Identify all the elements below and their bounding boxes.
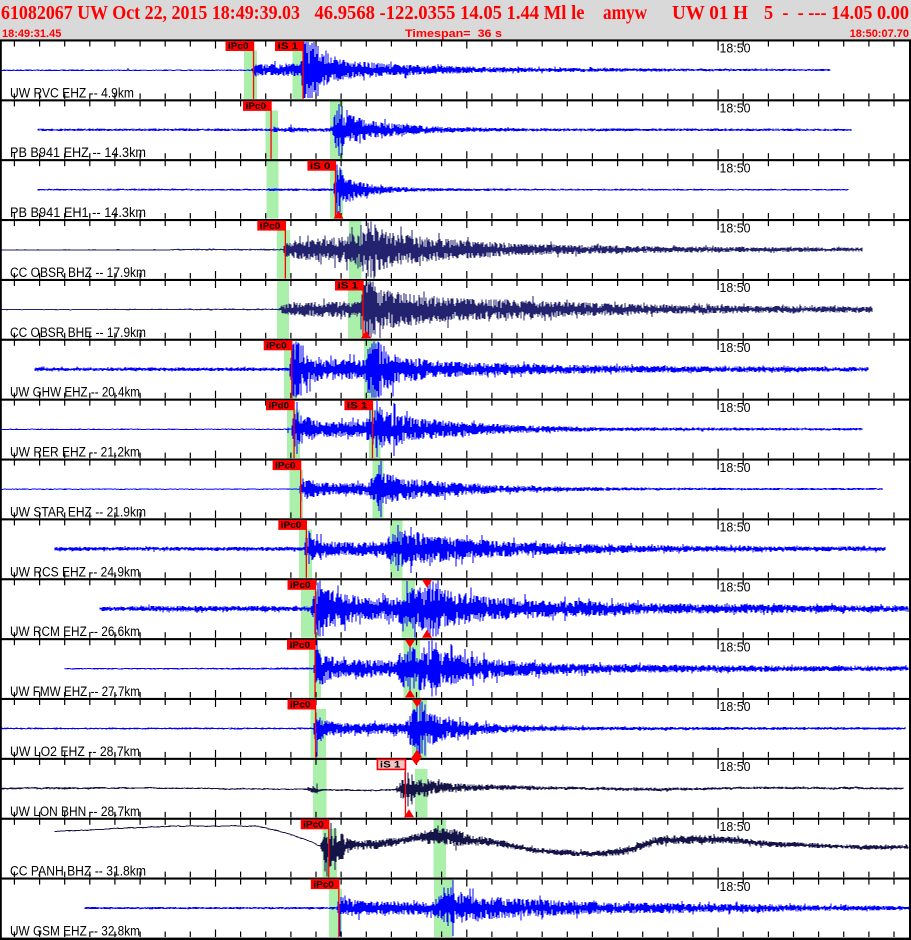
svg-text:Timespan= 36 s: Timespan= 36 s bbox=[405, 28, 502, 40]
svg-text:18:50: 18:50 bbox=[720, 102, 751, 116]
svg-text:iPc0: iPc0 bbox=[281, 520, 302, 531]
svg-text:iS 1: iS 1 bbox=[347, 400, 368, 411]
svg-text:UW RVC EHZ -- 4.9km: UW RVC EHZ -- 4.9km bbox=[10, 85, 134, 100]
svg-text:46.9568 -122.0355 14.05 1.44 M: 46.9568 -122.0355 14.05 1.44 Ml le bbox=[315, 3, 585, 24]
svg-text:UW LON BHN -- 28.7km: UW LON BHN -- 28.7km bbox=[10, 804, 140, 819]
svg-text:UW RCS EHZ -- 24.9km: UW RCS EHZ -- 24.9km bbox=[10, 564, 140, 579]
svg-text:UW LO2 EHZ -- 28.7km: UW LO2 EHZ -- 28.7km bbox=[10, 744, 140, 759]
svg-text:iS 1: iS 1 bbox=[278, 41, 299, 52]
svg-text:iS 0: iS 0 bbox=[310, 161, 331, 172]
svg-text:iPc0: iPc0 bbox=[313, 879, 334, 890]
svg-text:UW RER EHZ -- 21.2km: UW RER EHZ -- 21.2km bbox=[10, 445, 140, 460]
svg-text:iPc0: iPc0 bbox=[290, 580, 311, 591]
svg-text:UW GSM EHZ -- 32.8km: UW GSM EHZ -- 32.8km bbox=[10, 924, 140, 939]
svg-text:18:50: 18:50 bbox=[720, 820, 751, 834]
svg-text:iPc0: iPc0 bbox=[228, 41, 249, 52]
svg-text:iPc0: iPc0 bbox=[275, 460, 296, 471]
svg-text:18:50: 18:50 bbox=[720, 880, 751, 894]
svg-text:18:50:07.70: 18:50:07.70 bbox=[850, 28, 909, 40]
svg-text:18:50: 18:50 bbox=[720, 341, 751, 355]
svg-text:18:50: 18:50 bbox=[720, 401, 751, 415]
svg-text:18:50: 18:50 bbox=[720, 221, 751, 235]
svg-text:iPc0: iPc0 bbox=[246, 101, 267, 112]
svg-text:18:50: 18:50 bbox=[720, 760, 751, 774]
svg-text:iPc0: iPc0 bbox=[266, 341, 287, 352]
svg-text:iPd0: iPd0 bbox=[269, 400, 290, 411]
svg-text:18:50: 18:50 bbox=[720, 281, 751, 295]
svg-text:18:50: 18:50 bbox=[720, 42, 751, 56]
svg-text:iPc0: iPc0 bbox=[290, 640, 311, 651]
svg-text:UW RCM EHZ -- 26.6km: UW RCM EHZ -- 26.6km bbox=[10, 624, 140, 639]
svg-text:iS 1: iS 1 bbox=[338, 281, 359, 292]
svg-text:UW STAR EHZ -- 21.9km: UW STAR EHZ -- 21.9km bbox=[10, 504, 146, 519]
svg-text:18:50: 18:50 bbox=[720, 640, 751, 654]
svg-text:PB B941 EH1 -- 14.3km: PB B941 EH1 -- 14.3km bbox=[10, 205, 146, 220]
svg-text:18:50: 18:50 bbox=[720, 581, 751, 595]
svg-text:iPc0: iPc0 bbox=[290, 700, 311, 711]
svg-text:UW GHW EHZ -- 20.4km: UW GHW EHZ -- 20.4km bbox=[10, 385, 140, 400]
svg-text:CC OBSR BHZ -- 17.9km: CC OBSR BHZ -- 17.9km bbox=[10, 265, 146, 280]
svg-text:CC OBSR BHE -- 17.9km: CC OBSR BHE -- 17.9km bbox=[10, 325, 146, 340]
svg-text:iS 1: iS 1 bbox=[380, 760, 401, 771]
svg-text:iPc0: iPc0 bbox=[303, 820, 324, 831]
svg-text:PB B941 EHZ -- 14.3km: PB B941 EHZ -- 14.3km bbox=[10, 145, 146, 160]
svg-text:18:50: 18:50 bbox=[720, 521, 751, 535]
svg-text:18:50: 18:50 bbox=[720, 700, 751, 714]
svg-text:18:50: 18:50 bbox=[720, 461, 751, 475]
svg-text:18:49:31.45: 18:49:31.45 bbox=[2, 28, 61, 40]
svg-text:5 - - --- 14.05 0.00: 5 - - --- 14.05 0.00 bbox=[764, 3, 909, 24]
svg-text:UW FMW EHZ -- 27.7km: UW FMW EHZ -- 27.7km bbox=[10, 684, 140, 699]
svg-text:UW 01 H: UW 01 H bbox=[672, 3, 748, 24]
svg-text:18:50: 18:50 bbox=[720, 161, 751, 175]
svg-text:CC PANH BHZ -- 31.8km: CC PANH BHZ -- 31.8km bbox=[10, 864, 146, 879]
svg-text:amyw: amyw bbox=[603, 3, 647, 24]
svg-text:61082067 UW Oct 22, 2015 18:49: 61082067 UW Oct 22, 2015 18:49:39.03 bbox=[1, 3, 300, 24]
svg-text:iPc0: iPc0 bbox=[260, 221, 281, 232]
